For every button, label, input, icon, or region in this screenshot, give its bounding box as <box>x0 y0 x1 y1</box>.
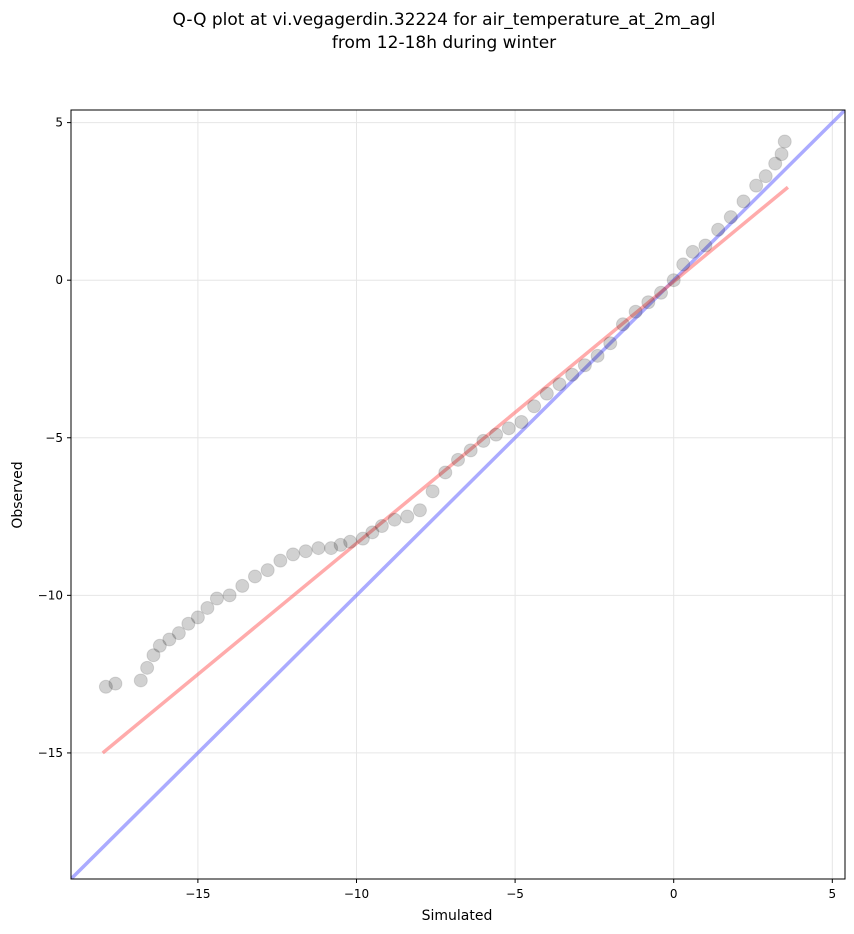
y-tick-label: 5 <box>55 116 63 130</box>
data-point <box>527 399 542 414</box>
x-tick-label: −5 <box>506 887 524 901</box>
data-point <box>209 591 224 606</box>
data-point <box>641 295 656 310</box>
data-point <box>190 610 205 625</box>
chart-title: Q-Q plot at vi.vegagerdin.32224 for air_… <box>172 10 715 30</box>
data-point <box>286 547 301 562</box>
data-point <box>146 648 161 663</box>
data-point <box>152 638 167 653</box>
data-point <box>539 386 554 401</box>
data-point <box>736 194 751 209</box>
data-point <box>162 632 177 647</box>
data-point <box>666 273 681 288</box>
data-point <box>311 541 326 556</box>
x-tick-label: 0 <box>670 887 678 901</box>
data-point <box>577 358 592 373</box>
data-point <box>412 503 427 518</box>
chart-subtitle: from 12-18h during winter <box>332 33 556 53</box>
x-tick-label: −15 <box>185 887 210 901</box>
data-point <box>222 588 237 603</box>
data-point <box>628 304 643 319</box>
y-tick-label: −15 <box>38 746 63 760</box>
data-point <box>676 257 691 272</box>
data-point <box>343 534 358 549</box>
data-point <box>603 336 618 351</box>
data-point <box>298 544 313 559</box>
y-tick-label: 0 <box>55 273 63 287</box>
data-point <box>749 178 764 193</box>
data-point <box>501 421 516 436</box>
data-point <box>235 578 250 593</box>
data-point <box>140 660 155 675</box>
fit-line <box>101 185 790 755</box>
y-tick-label: −10 <box>38 588 63 602</box>
data-point <box>108 676 123 691</box>
data-point <box>476 433 491 448</box>
data-point <box>768 156 783 171</box>
data-point <box>723 210 738 225</box>
data-point <box>777 134 792 149</box>
data-point <box>698 238 713 253</box>
data-point <box>711 222 726 237</box>
plot-marks <box>71 110 845 879</box>
data-point <box>774 147 789 162</box>
data-point <box>425 484 440 499</box>
plot-frame <box>70 109 846 880</box>
x-tick-label: −10 <box>344 887 369 901</box>
data-point <box>451 452 465 467</box>
data-point <box>98 679 113 694</box>
data-point <box>247 569 262 584</box>
data-point <box>654 285 669 300</box>
data-point <box>355 531 370 546</box>
identity-line <box>71 110 845 879</box>
data-point <box>260 563 275 578</box>
data-point <box>615 317 630 332</box>
plot-area <box>71 110 845 879</box>
data-point <box>273 553 288 568</box>
data-point <box>552 377 567 392</box>
data-point <box>365 525 380 540</box>
data-point <box>324 541 339 556</box>
data-point <box>565 367 580 382</box>
data-point <box>758 169 773 184</box>
x-axis-label: Simulated <box>422 908 493 924</box>
data-point <box>133 673 148 688</box>
data-point <box>374 519 389 534</box>
data-point <box>387 512 402 527</box>
data-point <box>514 415 529 430</box>
axis-ticks: −15 −10 −5 0 5 −15 −10 −5 0 5 <box>38 116 836 901</box>
y-tick-label: −5 <box>45 431 63 445</box>
data-point <box>489 427 504 442</box>
data-point <box>400 509 415 524</box>
data-point <box>171 626 186 641</box>
data-point <box>463 443 478 458</box>
data-point <box>333 537 348 552</box>
data-point <box>181 616 196 631</box>
y-axis-label: Observed <box>10 461 26 528</box>
data-point <box>438 465 453 480</box>
data-point <box>685 244 700 259</box>
data-point <box>590 348 605 363</box>
data-point <box>200 600 215 615</box>
x-tick-label: 5 <box>828 887 836 901</box>
